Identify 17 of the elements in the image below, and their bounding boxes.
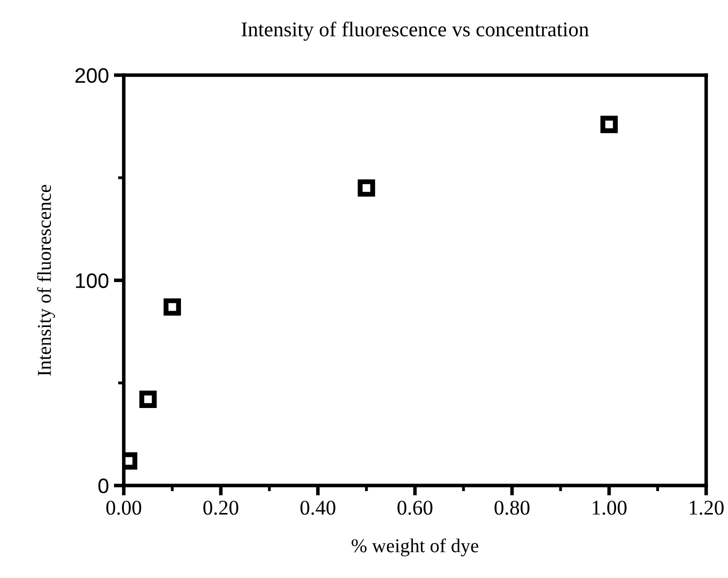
x-tick-label: 0.00: [106, 500, 142, 515]
y-tick-label: 200: [75, 68, 108, 83]
x-tick-label: 1.00: [592, 500, 627, 515]
x-tick-label: 0.20: [203, 500, 238, 515]
x-tick-label: 0.60: [398, 500, 432, 515]
x-axis-title: % weight of dye: [352, 538, 478, 556]
chart-title: Intensity of fluorescence vs concentration: [242, 22, 589, 41]
point: [358, 179, 376, 197]
y-tick-label: 100: [76, 273, 108, 288]
point: [600, 116, 618, 134]
x-tick-label: 0.80: [494, 500, 530, 515]
x-tick-label: 1.20: [690, 500, 724, 515]
point: [164, 298, 181, 316]
y-axis-title: Intensity of fluorescence: [37, 184, 55, 376]
point: [139, 390, 157, 408]
y-tick-label: 0: [98, 478, 108, 494]
x-tick-label: 0.40: [300, 500, 336, 515]
